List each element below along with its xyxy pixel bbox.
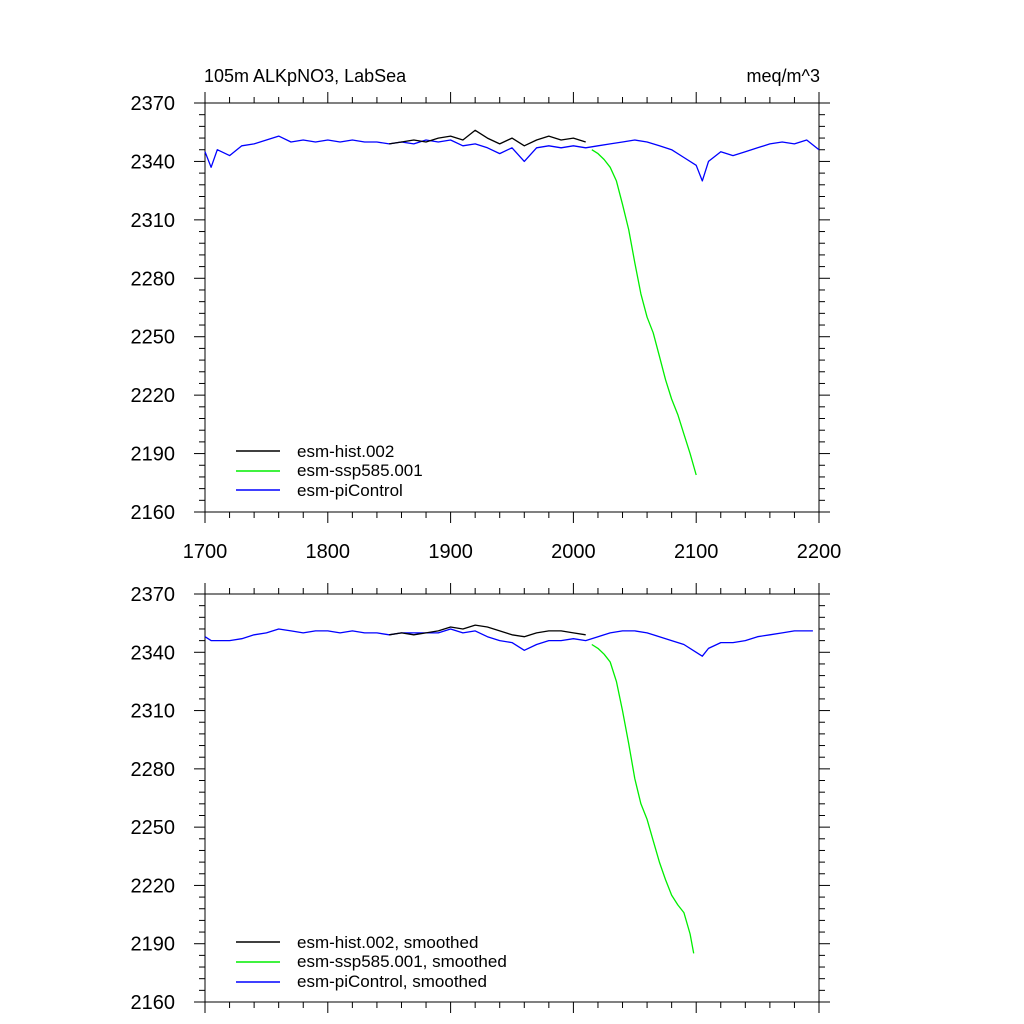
top-series-hist [389,129,586,147]
top-y-tick-label: 2370 [131,93,176,115]
top-y-tick-label: 2160 [131,502,176,524]
top-legend-label-hist: esm-hist.002 [297,442,394,461]
top-panel-title: 105m ALKpNO3, LabSea [204,66,407,86]
bottom-series-hist [389,624,586,638]
top-y-tick-label: 2190 [131,444,176,466]
top-legend-label-picontrol: esm-piControl [297,481,403,500]
bottom-legend: esm-hist.002, smoothed esm-ssp585.001, s… [236,933,507,991]
top-x-tick-label: 2000 [551,541,596,563]
top-y-tick-label: 2340 [131,151,176,173]
top-series-ssp585 [591,149,697,476]
top-panel-units: meq/m^3 [747,66,820,86]
bottom-y-tick-label: 2220 [131,875,176,897]
top-x-tick-label: 1700 [183,541,228,563]
top-x-tick-label: 2100 [674,541,719,563]
top-y-tick-label: 2220 [131,385,176,407]
bottom-y-tick-label: 2340 [131,642,176,664]
top-x-tick-label: 1800 [306,541,351,563]
bottom-y-tick-label: 2250 [131,817,176,839]
top-series-layer [204,129,820,476]
bottom-panel: 2160 2190 2220 2250 2280 2310 2340 2370 esm-his… [131,583,830,1014]
bottom-legend-label-ssp585: esm-ssp585.001, smoothed [297,952,507,971]
bottom-legend-label-picontrol: esm-piControl, smoothed [297,972,487,991]
top-x-tick-label: 2200 [797,541,842,563]
bottom-y-tick-label: 2160 [131,992,176,1014]
bottom-series-layer [204,624,813,954]
bottom-y-tick-label: 2280 [131,759,176,781]
top-x-tick-label: 1900 [428,541,473,563]
top-legend-label-ssp585: esm-ssp585.001 [297,461,423,480]
top-series-picontrol [204,135,820,182]
bottom-axis-ticks: 2160 2190 2220 2250 2280 2310 2340 2370 [131,583,830,1014]
bottom-y-tick-label: 2190 [131,934,176,956]
top-plot-frame [204,102,820,513]
top-panel: 105m ALKpNO3, LabSea meq/m^3 2160 2190 222… [131,66,842,563]
top-y-tick-label: 2310 [131,210,176,232]
bottom-y-tick-label: 2370 [131,584,176,606]
top-y-tick-label: 2280 [131,268,176,290]
top-axis-ticks: 2160 2190 2220 2250 2280 2310 2340 2370 1700 1800… [131,92,842,563]
bottom-legend-label-hist: esm-hist.002, smoothed [297,933,478,952]
bottom-y-tick-label: 2310 [131,701,176,723]
bottom-plot-frame [204,593,820,1003]
top-y-tick-label: 2250 [131,327,176,349]
bottom-series-ssp585 [591,643,695,954]
top-legend: esm-hist.002 esm-ssp585.001 esm-piContro… [236,442,423,500]
bottom-series-picontrol [204,628,813,657]
